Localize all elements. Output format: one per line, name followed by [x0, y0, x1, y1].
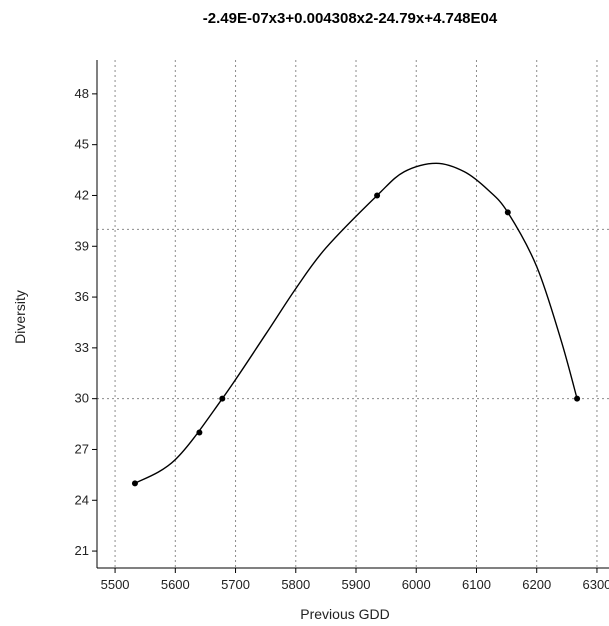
x-tick-label: 5600: [161, 577, 190, 592]
y-tick-label: 30: [75, 391, 89, 406]
x-tick-label: 5500: [101, 577, 130, 592]
x-tick-label: 6100: [462, 577, 491, 592]
data-point: [131, 480, 138, 487]
x-tick-label: 6000: [402, 577, 431, 592]
y-tick-label: 36: [75, 289, 89, 304]
y-tick-label: 24: [75, 492, 89, 507]
data-point: [196, 429, 203, 436]
y-tick-label: 48: [75, 86, 89, 101]
x-tick-label: 5700: [221, 577, 250, 592]
x-tick-label: 6300: [582, 577, 609, 592]
x-axis-label: Previous GDD: [300, 606, 389, 622]
data-point: [374, 192, 381, 199]
grid: [97, 60, 609, 568]
y-tick-label: 21: [75, 543, 89, 558]
data-point: [504, 209, 511, 216]
axes: 5500 5600 5700 5800 5900 6000 6100 6200 6300 21 24…: [75, 60, 609, 592]
data-point: [219, 395, 226, 402]
y-tick-label: 27: [75, 441, 89, 456]
y-tick-label: 39: [75, 238, 89, 253]
x-tick-label: 6200: [522, 577, 551, 592]
trendline: [134, 162, 578, 484]
y-tick-label: 42: [75, 187, 89, 202]
data-points: [131, 192, 581, 487]
data-point: [574, 395, 581, 402]
y-tick-label: 33: [75, 340, 89, 355]
x-tick-label: 5900: [342, 577, 371, 592]
chart-title: -2.49E-07x3+0.004308x2-24.79x+4.748E04: [203, 10, 498, 27]
trendline-layer: [134, 162, 578, 484]
y-axis-label: Diversity: [12, 290, 28, 344]
x-tick-label: 5800: [281, 577, 310, 592]
y-tick-label: 45: [75, 137, 89, 152]
